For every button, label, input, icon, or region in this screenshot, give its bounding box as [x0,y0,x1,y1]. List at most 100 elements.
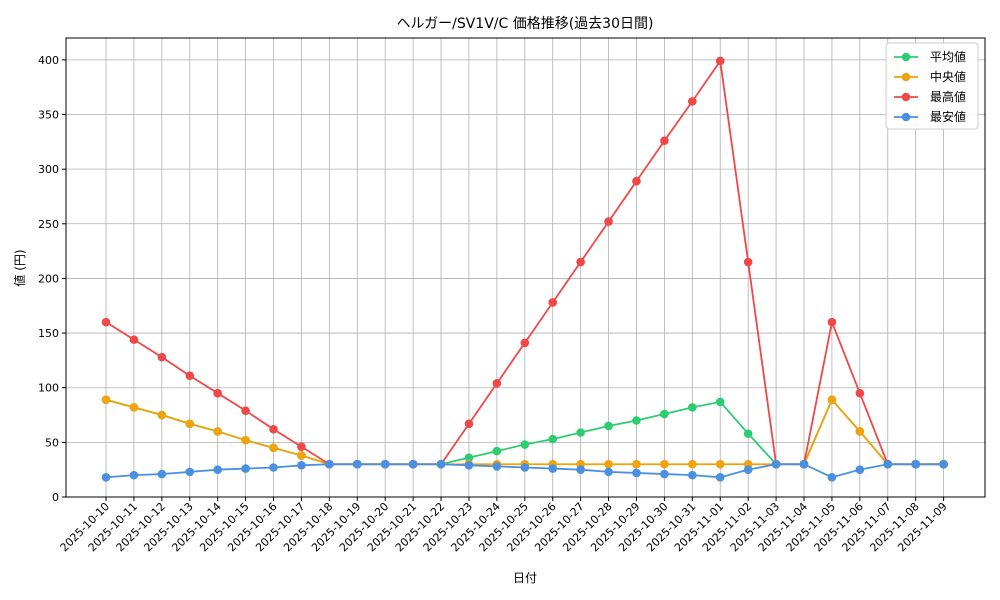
data-point [157,410,167,420]
data-point [185,419,195,429]
legend-swatch-marker [901,112,911,122]
data-point [520,338,530,348]
plot-frame [65,37,986,498]
data-point [464,419,474,429]
data-point [715,473,725,482]
legend-item: 中央値 [894,69,966,84]
data-point [520,463,530,472]
data-point [269,443,278,453]
data-point [185,371,195,380]
data-point [688,97,697,106]
data-point [352,459,362,469]
data-point [297,442,306,452]
data-point [241,406,250,415]
data-point [157,469,167,479]
data-point [883,459,893,469]
y-tick-label: 200 [38,272,59,285]
data-point [269,424,278,434]
y-tick-label: 350 [38,109,59,122]
data-point [213,427,222,436]
y-tick-label: 300 [38,163,59,176]
data-point [576,257,585,267]
legend-item: 最高値 [894,89,966,104]
data-point [436,459,446,469]
data-point [129,403,139,412]
data-point [604,459,613,469]
data-point [129,470,139,480]
data-point [213,465,222,474]
data-point [185,467,195,477]
data-point [269,463,278,472]
x-axis-title: 日付 [513,571,537,585]
data-point [743,257,753,267]
data-point [213,388,222,398]
data-point [604,467,613,477]
legend-swatch-marker [901,72,911,82]
data-point [576,465,585,474]
y-tick-label: 0 [52,491,59,504]
data-point [492,462,502,471]
data-point [604,217,613,226]
data-point [660,459,669,469]
data-point [743,465,753,474]
y-axis-title: 値 (円) [12,249,27,286]
data-point [241,435,250,445]
legend-item: 最安値 [894,109,966,124]
series-layer [101,56,948,482]
data-point [492,446,502,456]
data-point [604,421,613,431]
data-point [129,335,139,344]
y-axis: 0 50 100 150 200 250 300 350 400 [38,54,66,504]
data-point [297,451,306,460]
legend-item: 平均値 [894,49,966,64]
data-point [771,459,781,469]
data-point [855,465,865,474]
legend-label: 最安値 [930,109,966,124]
data-point [855,427,865,436]
data-point [492,379,502,388]
data-point [715,397,725,407]
data-point [464,461,474,470]
data-point [632,459,641,469]
data-point [101,473,111,482]
y-tick-label: 250 [38,218,59,231]
data-point [548,298,558,307]
data-point [101,395,111,405]
data-point [101,317,111,327]
data-point [911,459,920,469]
data-point [688,459,697,469]
data-point [660,409,669,419]
legend-box [885,42,979,130]
data-point [548,434,558,444]
y-tick-label: 100 [38,382,59,395]
data-point [157,352,167,362]
data-point [576,428,585,437]
data-point [660,469,669,479]
y-tick-label: 50 [45,436,59,449]
data-point [939,459,948,469]
data-point [632,176,641,186]
data-point [743,429,753,438]
series-3 [101,459,948,482]
legend-label: 最高値 [930,89,966,104]
y-tick-label: 400 [38,54,59,67]
data-point [660,136,669,146]
legend-swatch-marker [901,92,911,102]
chart-title: ヘルガー/SV1V/C 価格推移(過去30日間) [397,16,654,32]
data-point [241,464,250,473]
data-point [520,440,530,449]
data-point [380,459,390,469]
data-point [408,459,418,469]
data-point [325,459,334,469]
data-point [632,468,641,478]
data-point [548,464,558,473]
data-point [715,56,725,66]
data-point [827,395,837,405]
data-point [715,459,725,469]
data-point [799,459,809,469]
data-point [464,453,474,462]
data-point [688,403,697,412]
data-point [297,461,306,470]
